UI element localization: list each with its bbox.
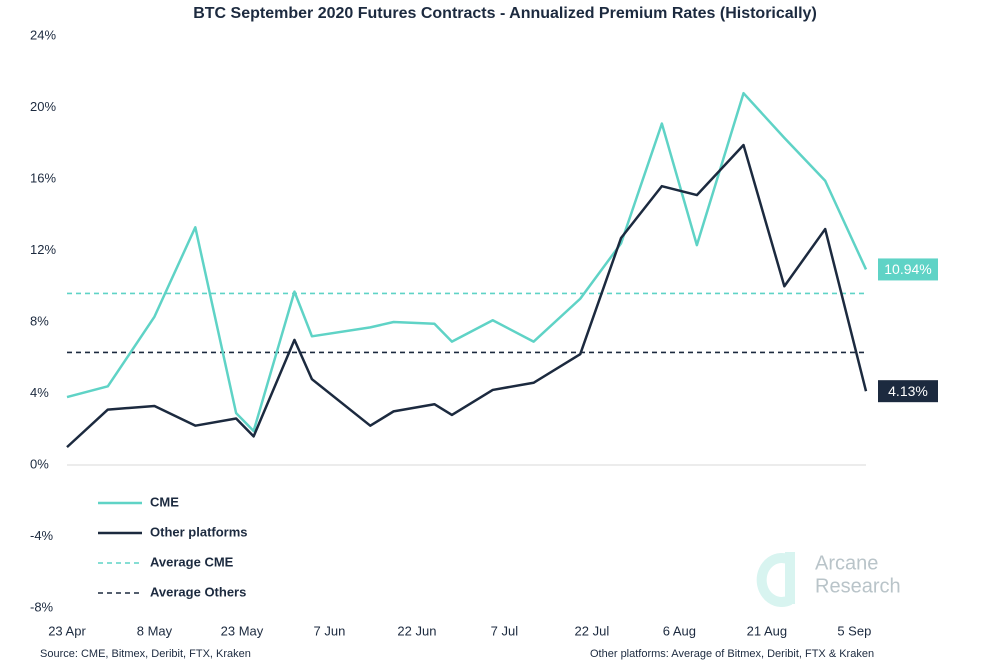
value-label-box <box>878 380 938 403</box>
logo-icon <box>756 552 795 607</box>
logo-text: Research <box>815 575 901 597</box>
value-label: 4.13% <box>888 383 928 399</box>
value-label-box <box>878 258 938 281</box>
y-tick-label: -8% <box>30 599 54 614</box>
y-tick-label: 20% <box>30 99 56 114</box>
y-tick-label: 8% <box>30 313 49 328</box>
footnote: Other platforms: Average of Bitmex, Deri… <box>590 648 874 660</box>
x-tick-label: 21 Aug <box>747 623 788 638</box>
series-line <box>66 143 868 449</box>
logo-text: Arcane <box>815 552 878 574</box>
x-tick-label: 8 May <box>137 623 173 638</box>
x-tick-label: 6 Aug <box>663 623 696 638</box>
x-tick-label: 23 Apr <box>48 623 86 638</box>
y-tick-label: 16% <box>30 170 56 185</box>
legend-label: Other platforms <box>150 524 248 539</box>
footnote: Source: CME, Bitmex, Deribit, FTX, Krake… <box>40 648 251 660</box>
x-tick-label: 23 May <box>221 623 264 638</box>
y-tick-label: -4% <box>30 528 54 543</box>
x-tick-label: 22 Jul <box>575 623 610 638</box>
series-line <box>66 91 868 433</box>
legend-label: CME <box>150 494 179 509</box>
y-tick-label: 0% <box>30 456 49 471</box>
x-tick-label: 5 Sep <box>837 623 871 638</box>
value-label: 10.94% <box>884 261 931 277</box>
chart-title: BTC September 2020 Futures Contracts - A… <box>193 5 817 22</box>
x-tick-label: 7 Jul <box>491 623 519 638</box>
x-tick-label: 22 Jun <box>397 623 436 638</box>
legend-label: Average Others <box>150 584 246 599</box>
legend-label: Average CME <box>150 554 234 569</box>
y-tick-label: 12% <box>30 242 56 257</box>
y-tick-label: 24% <box>30 27 56 42</box>
y-tick-label: 4% <box>30 385 49 400</box>
x-tick-label: 7 Jun <box>314 623 346 638</box>
